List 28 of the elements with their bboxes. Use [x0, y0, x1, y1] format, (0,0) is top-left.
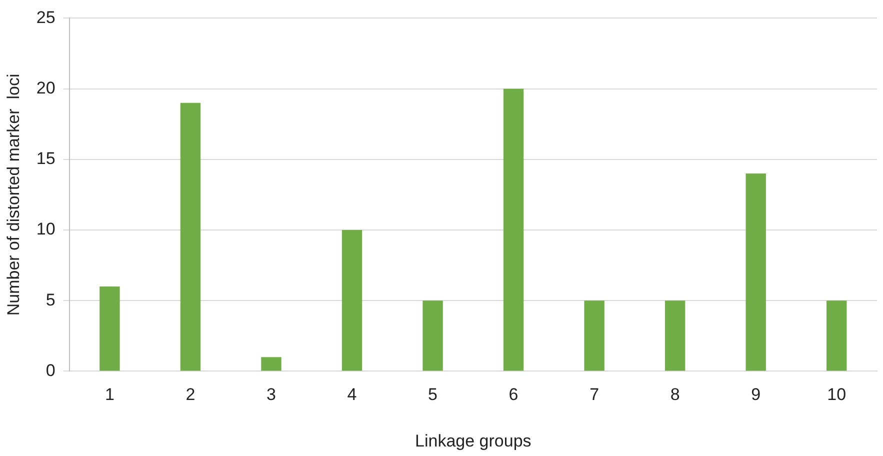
y-tick-label: 0 [46, 360, 56, 380]
x-tick-label: 7 [590, 385, 600, 404]
x-axis-title: Linkage groups [415, 431, 532, 450]
y-tick-label: 20 [36, 78, 56, 98]
x-tick-label: 2 [186, 385, 196, 404]
bar [826, 300, 847, 371]
bar [584, 300, 604, 371]
bar [180, 102, 201, 371]
bar [100, 286, 120, 371]
y-axis-title: Number of distorted marker loci [4, 74, 23, 316]
y-tick-label: 10 [36, 220, 56, 239]
x-tick-label: 9 [751, 385, 761, 404]
y-tick-label: 5 [46, 290, 56, 310]
bar [342, 230, 362, 371]
x-tick-label: 4 [347, 385, 357, 404]
x-tick-label: 10 [827, 385, 846, 404]
x-tick-label: 1 [104, 385, 114, 404]
bar [261, 357, 282, 371]
y-tick-label: 25 [36, 8, 56, 27]
bar [503, 88, 524, 371]
bar [422, 300, 443, 371]
x-tick-label: 8 [670, 385, 680, 404]
y-tick-label: 15 [36, 149, 56, 168]
x-tick-label: 5 [428, 385, 438, 404]
x-tick-label: 3 [266, 385, 276, 404]
x-tick-label: 6 [508, 385, 518, 404]
bar [746, 174, 766, 371]
bar [664, 300, 686, 371]
